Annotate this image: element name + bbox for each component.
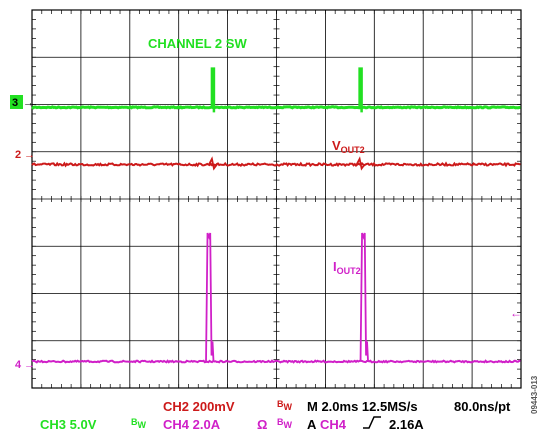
trigger-channel-readout: CH4 (320, 417, 347, 432)
iout2-label-main: I (333, 259, 337, 274)
bw2-indicator: BW (131, 417, 147, 430)
trigger-prefix-readout: A (307, 417, 317, 432)
ch3-marker-number: 3 (12, 97, 18, 109)
bw3-sub: W (284, 420, 293, 430)
vout2-trace-pulse (208, 156, 218, 171)
timebase-readout: M 2.0ms 12.5MS/s (307, 399, 418, 414)
ch3-scale-readout: CH3 5.0V (40, 417, 97, 432)
ch3-sw-trace-baseline (31, 105, 521, 110)
graticule (31, 9, 522, 389)
bw1-indicator: BW (277, 399, 293, 412)
ch2-marker-arrow-icon: → (24, 149, 35, 161)
bw1-main: B (277, 399, 284, 409)
vout2-label-main: V (332, 138, 341, 153)
ch2-scale-readout: CH2 200mV (163, 399, 235, 414)
ch3-marker-box (10, 95, 23, 109)
vout2-label: VOUT2 (332, 138, 365, 155)
vout2-trace-baseline (31, 161, 521, 168)
iout2-label-sub: OUT2 (337, 266, 361, 276)
traces (31, 67, 521, 364)
rising-edge-icon (363, 416, 381, 429)
vout2-label-sub: OUT2 (341, 145, 365, 155)
bw3-indicator: BW (277, 417, 293, 430)
ch3-sw-trace-pulse (358, 67, 363, 113)
trigger-level-arrow-icon: ← (510, 306, 522, 320)
iout2-trace-baseline (31, 359, 521, 364)
resolution-readout: 80.0ns/pt (454, 399, 511, 414)
ch2-marker-number: 2 (15, 149, 21, 161)
iout2-trace-pulse (359, 232, 369, 362)
ch4-scale-readout: CH4 2.0A (163, 417, 221, 432)
ch3-trace-label: CHANNEL 2 SW (148, 36, 247, 51)
ch2-marker: 2 → (15, 149, 35, 161)
iout2-trace-pulse (205, 232, 215, 362)
iout2-label: IOUT2 (333, 259, 361, 276)
trigger-level-readout: 2.16A (389, 417, 424, 432)
ch4-marker-number: 4 (15, 359, 22, 371)
bw2-sub: W (138, 420, 147, 430)
bw3-main: B (277, 417, 284, 427)
bw2-main: B (131, 417, 138, 427)
figure-id: 09443-013 (530, 375, 539, 414)
ch4-marker: 4 → (15, 359, 35, 371)
vout2-trace-pulse (355, 156, 366, 171)
ch3-marker: 3 → (10, 95, 34, 109)
ch3-marker-arrow-icon: → (23, 97, 34, 109)
ohm-indicator: Ω (257, 417, 267, 432)
ch3-sw-trace-pulse (210, 67, 216, 113)
ch4-marker-arrow-icon: → (24, 359, 35, 371)
bw1-sub: W (284, 402, 293, 412)
